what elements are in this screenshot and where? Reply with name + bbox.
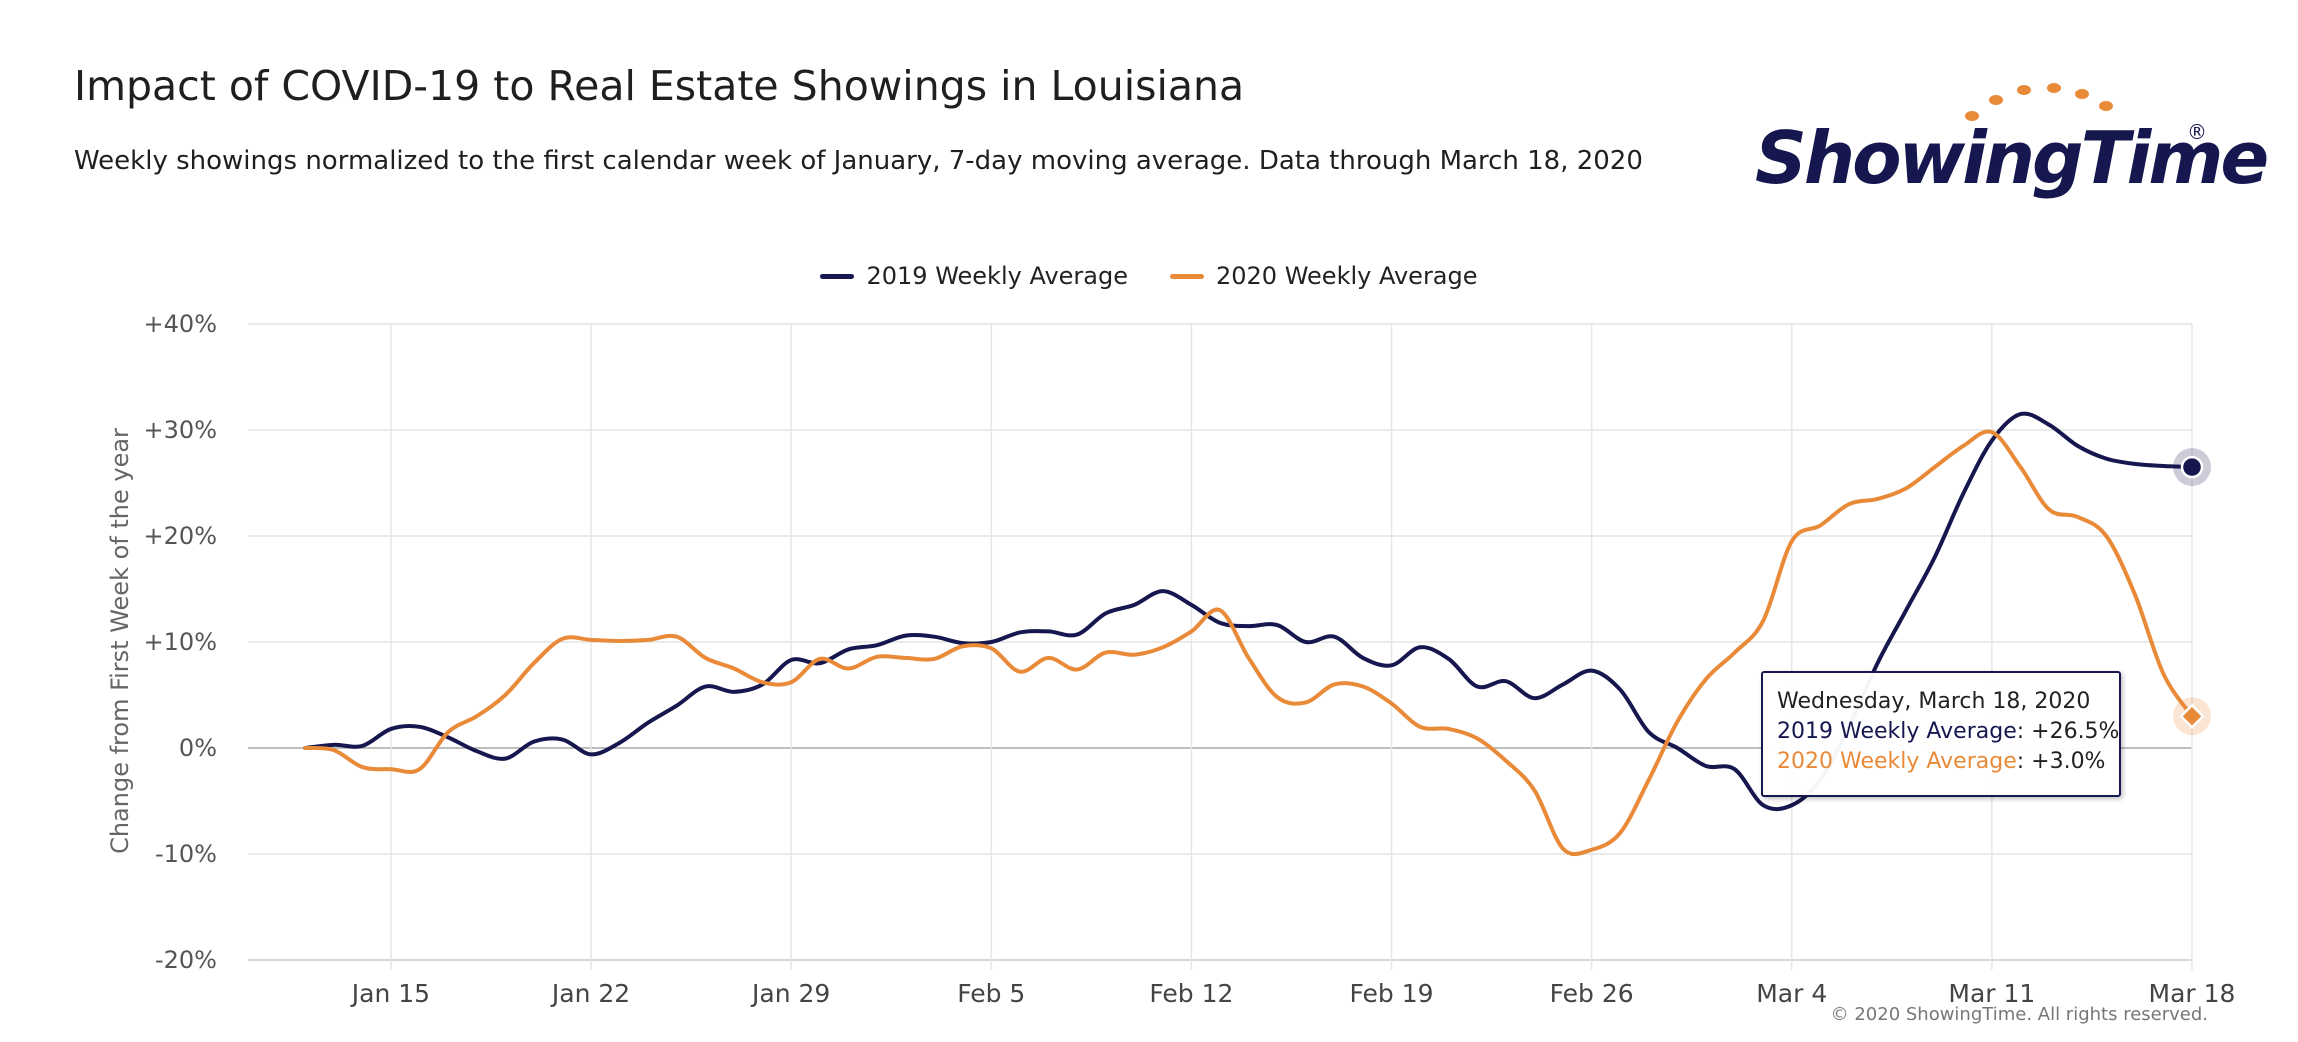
y-axis-label: Change from First Week of the year: [106, 428, 134, 854]
legend-label-2019: 2019 Weekly Average: [866, 262, 1128, 290]
legend-label-2020: 2020 Weekly Average: [1216, 262, 1478, 290]
chart-subtitle: Weekly showings normalized to the first …: [74, 146, 1643, 176]
legend-swatch-2019: [820, 273, 855, 279]
y-tick-label: -10%: [155, 840, 217, 868]
logo-registered-mark: ®: [2187, 120, 2207, 144]
showingtime-logo: ShowingTime ®: [1755, 78, 2269, 218]
x-tick-label: Jan 29: [750, 979, 830, 1008]
x-tick-label: Mar 11: [1948, 979, 2035, 1008]
data-tooltip: Wednesday, March 18, 2020 2019 Weekly Av…: [1761, 671, 2121, 797]
legend-swatch-2020: [1170, 273, 1204, 279]
logo-wordmark: ShowingTime: [1755, 116, 2269, 200]
x-tick-label: Jan 22: [550, 979, 630, 1008]
y-tick-label: +30%: [144, 416, 217, 444]
x-tick-label: Mar 4: [1756, 979, 1827, 1008]
y-tick-label: +40%: [144, 310, 217, 338]
legend-item-2019[interactable]: 2019 Weekly Average: [820, 256, 1128, 296]
y-tick-label: +20%: [144, 522, 217, 550]
logo-dots-icon: [1965, 83, 2113, 121]
series-marker-2020[interactable]: [2179, 703, 2205, 729]
tooltip-series2-label: 2020 Weekly Average: [1777, 749, 2017, 774]
series-line-2020[interactable]: [303, 429, 2194, 857]
y-tick-label: -20%: [155, 946, 217, 974]
x-tick-label: Feb 5: [957, 979, 1025, 1008]
series-marker-2019[interactable]: [2180, 455, 2204, 479]
chart-legend: 2019 Weekly Average 2020 Weekly Average: [0, 256, 2298, 296]
x-tick-label: Jan 15: [350, 979, 430, 1008]
tooltip-series2-value: : +3.0%: [2016, 749, 2106, 774]
x-tick-label: Feb 19: [1350, 979, 1434, 1008]
y-tick-label: 0%: [179, 734, 217, 762]
legend-item-2020[interactable]: 2020 Weekly Average: [1170, 256, 1478, 296]
x-tick-label: Feb 26: [1550, 979, 1634, 1008]
tooltip-date: Wednesday, March 18, 2020: [1777, 689, 2091, 714]
tooltip-series1-value: : +26.5%: [2016, 719, 2120, 744]
chart-title: Impact of COVID-19 to Real Estate Showin…: [74, 62, 1245, 110]
tooltip-series1-label: 2019 Weekly Average: [1777, 719, 2017, 744]
x-tick-label: Mar 18: [2149, 979, 2236, 1008]
series-line-2019[interactable]: [303, 411, 2194, 812]
copyright-credit: © 2020 ShowingTime. All rights reserved.: [1830, 1004, 2208, 1025]
x-tick-label: Feb 12: [1149, 979, 1233, 1008]
y-tick-label: +10%: [144, 628, 217, 656]
